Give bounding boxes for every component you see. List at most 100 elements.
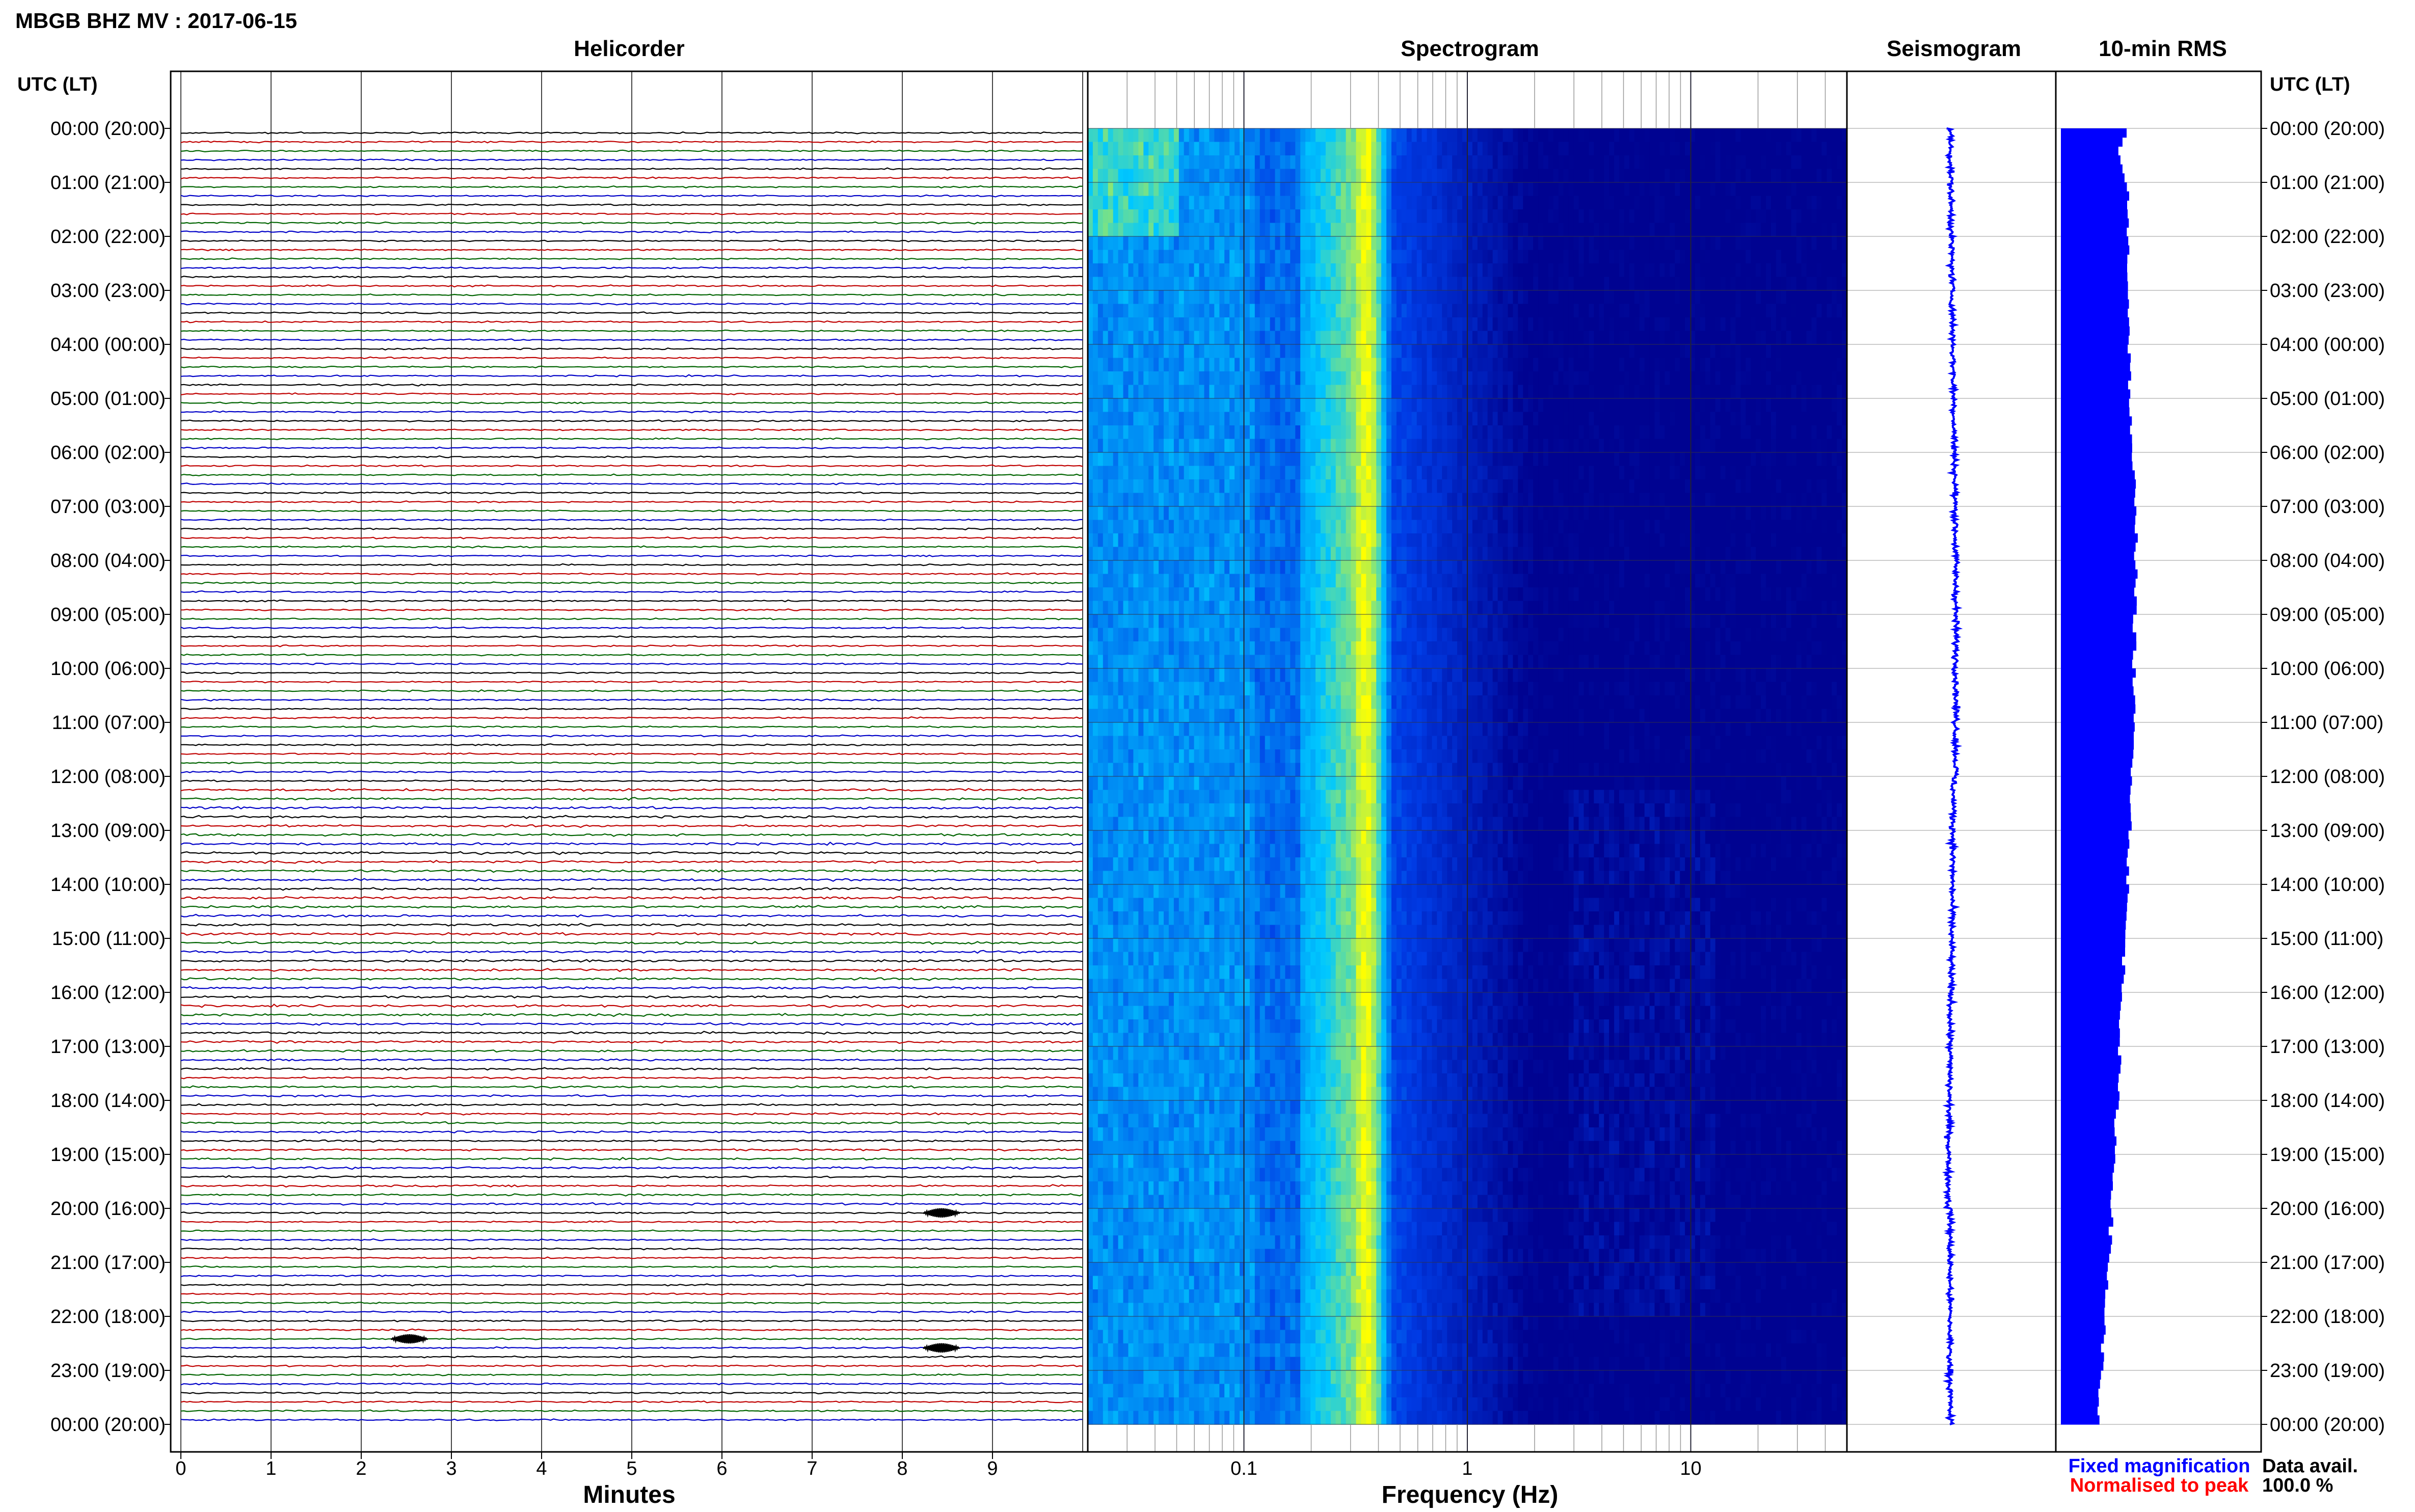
spectrogram-cell <box>1751 533 1756 548</box>
spectrogram-cell <box>1133 142 1139 156</box>
spectrogram-cell <box>1821 277 1827 291</box>
spectrogram-cell <box>1614 533 1620 548</box>
spectrogram-cell <box>1376 398 1382 413</box>
spectrogram-cell <box>1401 452 1407 467</box>
spectrogram-cell <box>1113 290 1119 305</box>
spectrogram-cell <box>1396 452 1402 467</box>
spectrogram-cell <box>1690 506 1696 521</box>
spectrogram-cell <box>1508 128 1513 143</box>
spectrogram-cell <box>1092 452 1098 467</box>
spectrogram-cell <box>1649 317 1655 332</box>
spectrogram-cell <box>1589 533 1594 548</box>
spectrogram-cell <box>1827 196 1832 210</box>
spectrogram-cell <box>1776 304 1782 318</box>
spectrogram-cell <box>1766 412 1772 426</box>
spectrogram-cell <box>1108 223 1114 237</box>
spectrogram-cell <box>1725 236 1731 251</box>
spectrogram-cell <box>1487 547 1493 561</box>
spectrogram-cell <box>1244 574 1250 588</box>
spectrogram-cell <box>1786 263 1792 278</box>
spectrogram-cell <box>1275 128 1280 143</box>
spectrogram-cell <box>1659 236 1665 251</box>
spectrogram-cell <box>1801 358 1807 372</box>
spectrogram-cell <box>1482 317 1488 332</box>
spectrogram-cell <box>1644 371 1650 386</box>
spectrogram-cell <box>1644 412 1650 426</box>
spectrogram-cell <box>1254 371 1260 386</box>
spectrogram-cell <box>1381 439 1387 453</box>
spectrogram-cell <box>1827 371 1832 386</box>
spectrogram-cell <box>1406 506 1412 521</box>
spectrogram-cell <box>1113 439 1119 453</box>
spectrogram-cell <box>1639 547 1645 561</box>
spectrogram-cell <box>1589 560 1594 575</box>
spectrogram-cell <box>1133 412 1139 426</box>
spectrogram-cell <box>1649 412 1655 426</box>
spectrogram-cell <box>1675 560 1680 575</box>
spectrogram-cell <box>1265 331 1271 345</box>
spectrogram-cell <box>1457 533 1463 548</box>
spectrogram-cell <box>1740 547 1746 561</box>
spectrogram-cell <box>1401 304 1407 318</box>
spectrogram-cell <box>1118 290 1124 305</box>
spectrogram-cell <box>1523 560 1528 575</box>
spectrogram-cell <box>1442 263 1447 278</box>
spectrogram-cell <box>1235 128 1240 143</box>
spectrogram-cell <box>1411 412 1417 426</box>
spectrogram-cell <box>1725 182 1731 197</box>
spectrogram-cell <box>1695 425 1701 440</box>
spectrogram-cell <box>1219 344 1225 359</box>
spectrogram-cell <box>1285 466 1291 480</box>
spectrogram-cell <box>1097 169 1104 183</box>
spectrogram-cell <box>1356 344 1361 359</box>
spectrogram-cell <box>1589 547 1594 561</box>
spectrogram-cell <box>1634 398 1640 413</box>
spectrogram-cell <box>1680 371 1685 386</box>
spectrogram-cell <box>1325 277 1331 291</box>
spectrogram-cell <box>1097 358 1104 372</box>
spectrogram-cell <box>1801 263 1807 278</box>
spectrogram-cell <box>1300 142 1306 156</box>
spectrogram-cell <box>1290 452 1296 467</box>
spectrogram-cell <box>1123 169 1129 183</box>
spectrogram-cell <box>1482 371 1488 386</box>
spectrogram-cell <box>1427 520 1432 534</box>
spectrogram-cell <box>1300 493 1306 507</box>
spectrogram-cell <box>1502 128 1508 143</box>
spectrogram-cell <box>1806 317 1812 332</box>
spectrogram-cell <box>1173 412 1179 426</box>
spectrogram-cell <box>1108 398 1114 413</box>
spectrogram-cell <box>1290 128 1296 143</box>
spectrogram-cell <box>1457 236 1463 251</box>
spectrogram-cell <box>1462 128 1468 143</box>
spectrogram-cell <box>1604 520 1609 534</box>
spectrogram-cell <box>1659 533 1665 548</box>
spectrogram-cell <box>1305 196 1311 210</box>
spectrogram-cell <box>1310 425 1316 440</box>
spectrogram-cell <box>1513 560 1518 575</box>
spectrogram-cell <box>1781 533 1787 548</box>
spectrogram-cell <box>1285 277 1291 291</box>
spectrogram-cell <box>1654 155 1660 170</box>
spectrogram-cell <box>1548 169 1554 183</box>
spectrogram-cell <box>1285 290 1291 305</box>
spectrogram-cell <box>1219 425 1225 440</box>
spectrogram-cell <box>1168 236 1174 251</box>
spectrogram-cell <box>1573 398 1579 413</box>
spectrogram-cell <box>1401 317 1407 332</box>
spectrogram-cell <box>1316 506 1321 521</box>
spectrogram-cell <box>1543 263 1549 278</box>
spectrogram-cell <box>1690 560 1696 575</box>
spectrogram-cell <box>1578 520 1584 534</box>
spectrogram-cell <box>1184 209 1190 224</box>
spectrogram-cell <box>1361 425 1366 440</box>
spectrogram-cell <box>1159 452 1164 467</box>
spectrogram-cell <box>1482 236 1488 251</box>
spectrogram-cell <box>1675 128 1680 143</box>
spectrogram-cell <box>1492 466 1498 480</box>
spectrogram-cell <box>1148 533 1154 548</box>
spectrogram-cell <box>1316 385 1321 399</box>
spectrogram-cell <box>1715 169 1721 183</box>
spectrogram-cell <box>1538 506 1544 521</box>
spectrogram-cell <box>1189 182 1195 197</box>
